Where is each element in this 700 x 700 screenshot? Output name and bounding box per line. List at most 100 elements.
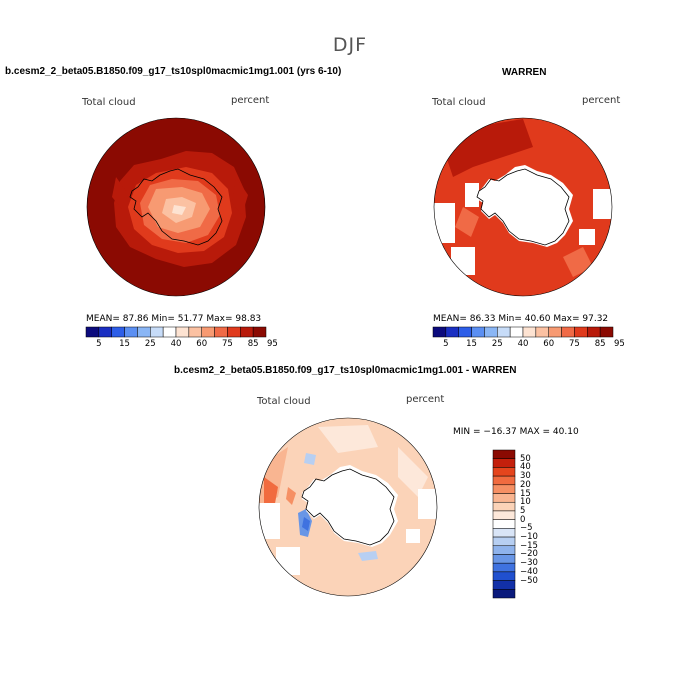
colorbar-tick-label: 40 [517,339,529,349]
colorbar-swatch [492,519,516,529]
colorbar-tick-label: −50 [520,575,538,586]
colorbar-swatch [492,528,516,538]
colorbar-swatch [492,562,516,573]
colorbar-swatch [599,326,614,338]
panel2-variable-label: Total cloud [432,97,486,108]
colorbar-swatch [492,571,516,581]
colorbar-swatch [492,484,516,494]
colorbar-tick-label: 85 [247,339,259,349]
colorbar-swatch [111,326,125,338]
colorbar-tick-label: 75 [222,339,233,349]
colorbar-tick-label: 40 [170,339,182,349]
panel1-colorbar [85,326,267,338]
colorbar-tick-label: 95 [267,339,278,349]
panel2-title: WARREN [502,67,547,78]
colorbar-tick-label: −10 [520,532,538,543]
panel3-antarctica-outline [301,468,395,546]
panel2-colorbar-ticks: 5 15 25 40 60 75 85 95 [433,339,625,351]
colorbar-tick-label: 5 [520,505,526,516]
colorbar-tick-label: 25 [144,339,156,349]
colorbar-tick-label: 50 [520,453,531,464]
panel3-title: b.cesm2_2_beta05.B1850.f09_g17_ts10spl0m… [174,365,517,376]
colorbar-tick-label: −15 [520,540,538,551]
panel2-colorbar [432,326,614,338]
colorbar-tick-label: −20 [520,549,538,560]
panel1-stats: MEAN= 87.86 Min= 51.77 Max= 98.83 [86,314,262,324]
colorbar-tick-label: −5 [520,523,533,534]
colorbar-tick-label: 20 [520,479,531,490]
panel3-map [258,417,438,597]
panel3-variable-label: Total cloud [257,396,311,407]
colorbar-tick-label: 5 [443,339,449,349]
colorbar-tick-label: 15 [119,339,130,349]
colorbar-swatch [484,326,498,338]
colorbar-swatch [492,467,516,477]
colorbar-swatch [492,449,516,459]
colorbar-tick-label: 25 [491,339,503,349]
panel1-antarctica-outline [129,168,223,246]
colorbar-tick-label: 75 [569,339,580,349]
colorbar-swatch [492,458,516,468]
colorbar-swatch [458,326,472,338]
colorbar-swatch [492,510,516,520]
panel2-map [433,117,613,297]
panel2-units-label: percent [582,95,621,106]
colorbar-tick-label: 30 [520,471,531,482]
colorbar-swatch [492,501,516,512]
colorbar-tick-label: 60 [543,339,555,349]
colorbar-swatch [509,326,524,338]
colorbar-swatch [587,326,601,338]
colorbar-swatch [561,326,575,338]
colorbar-swatch [535,326,549,338]
panel1-variable-label: Total cloud [82,97,136,108]
colorbar-swatch [137,326,151,338]
panel3-colorbar [492,449,516,599]
colorbar-swatch [492,545,516,555]
colorbar-swatch [492,493,516,503]
colorbar-swatch [240,326,254,338]
colorbar-swatch [492,536,516,547]
panel2-antarctica-outline [476,168,570,246]
colorbar-tick-label: 60 [196,339,208,349]
colorbar-swatch [150,326,164,338]
colorbar-tick-label: 85 [594,339,606,349]
panel1-units-label: percent [231,95,270,106]
colorbar-swatch [492,589,516,599]
colorbar-tick-label: 15 [466,339,477,349]
colorbar-swatch [227,326,241,338]
panel3-colorbar-ticks: 50 40 30 20 15 10 5 0 −5 −10 −15 −20 −30 −40 −50 [520,450,550,598]
colorbar-swatch [201,326,215,338]
colorbar-swatch [85,326,100,338]
colorbar-tick-label: −30 [520,558,538,569]
colorbar-swatch [445,326,459,338]
panel1-title: b.cesm2_2_beta05.B1850.f09_g17_ts10spl0m… [5,66,342,77]
colorbar-swatch [214,326,228,338]
panel1-colorbar-ticks: 5 15 25 40 60 75 85 95 [86,339,278,351]
colorbar-swatch [492,580,516,590]
colorbar-swatch [188,326,202,338]
colorbar-swatch [98,326,112,338]
colorbar-tick-label: 0 [520,514,526,525]
colorbar-tick-label: 40 [520,462,531,473]
colorbar-swatch [497,326,511,338]
season-title: DJF [332,34,368,56]
colorbar-swatch [432,326,447,338]
colorbar-tick-label: 95 [614,339,625,349]
panel2-stats: MEAN= 86.33 Min= 40.60 Max= 97.32 [433,314,609,324]
colorbar-swatch [175,326,190,338]
colorbar-swatch [471,326,485,338]
colorbar-swatch [124,326,138,338]
colorbar-tick-label: −40 [520,566,538,577]
colorbar-swatch [548,326,562,338]
panel3-units-label: percent [406,394,445,405]
colorbar-swatch [162,326,177,338]
colorbar-swatch [492,475,516,486]
colorbar-swatch [574,326,588,338]
colorbar-swatch [252,326,267,338]
colorbar-tick-label: 15 [520,488,531,499]
colorbar-tick-label: 5 [96,339,102,349]
panel1-map [86,117,266,297]
panel3-stats: MIN = −16.37 MAX = 40.10 [453,427,579,437]
colorbar-swatch [492,554,516,564]
colorbar-swatch [522,326,537,338]
